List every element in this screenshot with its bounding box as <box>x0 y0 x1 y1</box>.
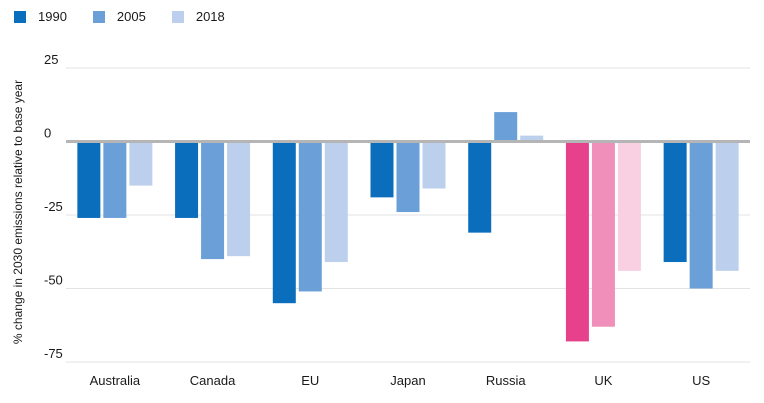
bar-canada-2018 <box>227 141 251 257</box>
bar-us-2005 <box>689 141 713 289</box>
x-tick-label: US <box>692 373 710 388</box>
x-tick-label: Canada <box>190 373 236 388</box>
bar-us-2018 <box>715 141 739 271</box>
legend-label-2005: 2005 <box>116 9 146 24</box>
legend-item-1990: 1990 <box>14 9 67 24</box>
legend-swatch-2018 <box>171 10 184 23</box>
y-tick-label: -25 <box>44 199 63 214</box>
bar-uk-1990 <box>565 141 589 342</box>
x-tick-label: EU <box>301 373 319 388</box>
legend-swatch-1990 <box>14 10 26 23</box>
bar-uk-2005 <box>591 141 615 327</box>
y-axis-label: % change in 2030 emissions relative to b… <box>11 80 25 344</box>
legend: 1990 2005 2018 <box>14 9 251 24</box>
bar-japan-2018 <box>422 141 446 189</box>
bar-eu-2018 <box>324 141 348 263</box>
bar-us-1990 <box>663 141 687 263</box>
bar-australia-2018 <box>129 141 153 186</box>
bar-russia-2005 <box>494 112 518 142</box>
bar-russia-2018 <box>520 135 544 142</box>
y-tick-label: 0 <box>44 126 51 141</box>
bar-uk-2018 <box>617 141 641 271</box>
legend-label-1990: 1990 <box>38 9 67 24</box>
x-tick-label: Japan <box>390 373 425 388</box>
bar-japan-2005 <box>396 141 420 213</box>
bar-canada-1990 <box>175 141 199 218</box>
legend-item-2018: 2018 <box>171 9 225 24</box>
x-tick-label: Australia <box>90 373 141 388</box>
legend-item-2005: 2005 <box>92 9 146 24</box>
x-tick-label: UK <box>594 373 612 388</box>
bar-canada-2005 <box>201 141 225 260</box>
y-tick-label: -50 <box>44 273 63 288</box>
legend-label-2018: 2018 <box>195 9 225 24</box>
x-tick-label: Russia <box>486 373 527 388</box>
bar-eu-1990 <box>272 141 296 304</box>
legend-swatch-2005 <box>92 10 105 23</box>
bar-australia-2005 <box>103 141 127 218</box>
bar-japan-1990 <box>370 141 394 198</box>
bar-eu-2005 <box>298 141 322 292</box>
y-tick-label: -75 <box>44 346 63 361</box>
bar-australia-1990 <box>77 141 101 218</box>
bar-russia-1990 <box>468 141 492 233</box>
y-tick-label: 25 <box>44 52 58 67</box>
